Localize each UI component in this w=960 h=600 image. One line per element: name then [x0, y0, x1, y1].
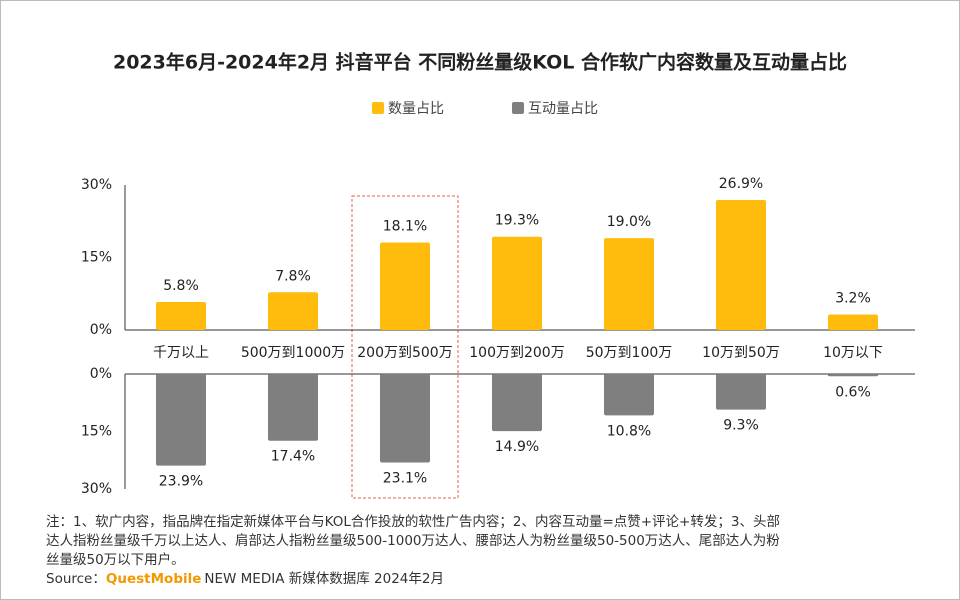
y-tick-label: 15% [81, 424, 112, 440]
value-label: 23.9% [159, 474, 203, 490]
bar [268, 374, 318, 441]
source: Source：QuestMobile NEW MEDIA 新媒体数据库 2024年… [46, 571, 444, 587]
x-tick-label: 10万到50万 [702, 345, 780, 361]
value-label: 19.0% [607, 214, 651, 230]
bar [492, 374, 542, 432]
bar [716, 199, 766, 330]
legend-label: 数量占比 [388, 101, 444, 117]
bar [268, 292, 318, 330]
value-label: 7.8% [275, 268, 311, 284]
y-tick-label: 0% [90, 366, 112, 382]
source-label: Source： [46, 571, 106, 587]
bar [604, 374, 654, 416]
legend-label: 互动量占比 [528, 101, 598, 117]
value-label: 0.6% [835, 384, 871, 400]
value-label: 23.1% [383, 471, 427, 487]
value-label: 10.8% [607, 423, 651, 439]
bar [828, 374, 878, 377]
value-label: 3.2% [835, 291, 871, 307]
value-label: 14.9% [495, 439, 539, 455]
note-line: 达人指粉丝量级千万以上达人、肩部达人指粉丝量级500-1000万达人、腰部达人为… [46, 533, 780, 549]
value-label: 18.1% [383, 219, 427, 235]
value-label: 17.4% [271, 449, 315, 465]
x-tick-label: 200万到500万 [357, 345, 452, 361]
y-tick-label: 0% [90, 322, 112, 338]
note-line: 注：1、软广内容，指品牌在指定新媒体平台与KOL合作投放的软性广告内容；2、内容… [46, 513, 780, 530]
source-text: NEW MEDIA 新媒体数据库 2024年2月 [204, 571, 444, 587]
x-tick-label: 千万以上 [153, 345, 209, 361]
source-brand: QuestMobile [106, 571, 202, 587]
value-label: 26.9% [719, 176, 763, 192]
y-tick-label: 15% [81, 250, 112, 266]
bar [492, 236, 542, 330]
legend-swatch [512, 102, 524, 114]
legend-swatch [372, 102, 384, 114]
x-tick-label: 100万到200万 [469, 345, 564, 361]
y-tick-label: 30% [81, 177, 112, 193]
bar [380, 374, 430, 463]
bar [604, 238, 654, 330]
y-tick-label: 30% [81, 481, 112, 497]
x-tick-label: 50万到100万 [586, 345, 673, 361]
value-label: 19.3% [495, 213, 539, 229]
x-tick-label: 500万到1000万 [241, 345, 345, 361]
value-label: 9.3% [723, 418, 759, 434]
x-tick-label: 10万以下 [823, 345, 883, 361]
bar [156, 374, 206, 466]
note-line: 丝量级50万以下用户。 [46, 551, 185, 568]
bar [156, 301, 206, 330]
bar [828, 314, 878, 330]
highlight-box [351, 195, 459, 499]
value-label: 5.8% [163, 278, 199, 294]
bar [716, 374, 766, 410]
bar [380, 242, 430, 330]
chart-title: 2023年6月-2024年2月 抖音平台 不同粉丝量级KOL 合作软广内容数量及… [113, 51, 847, 74]
